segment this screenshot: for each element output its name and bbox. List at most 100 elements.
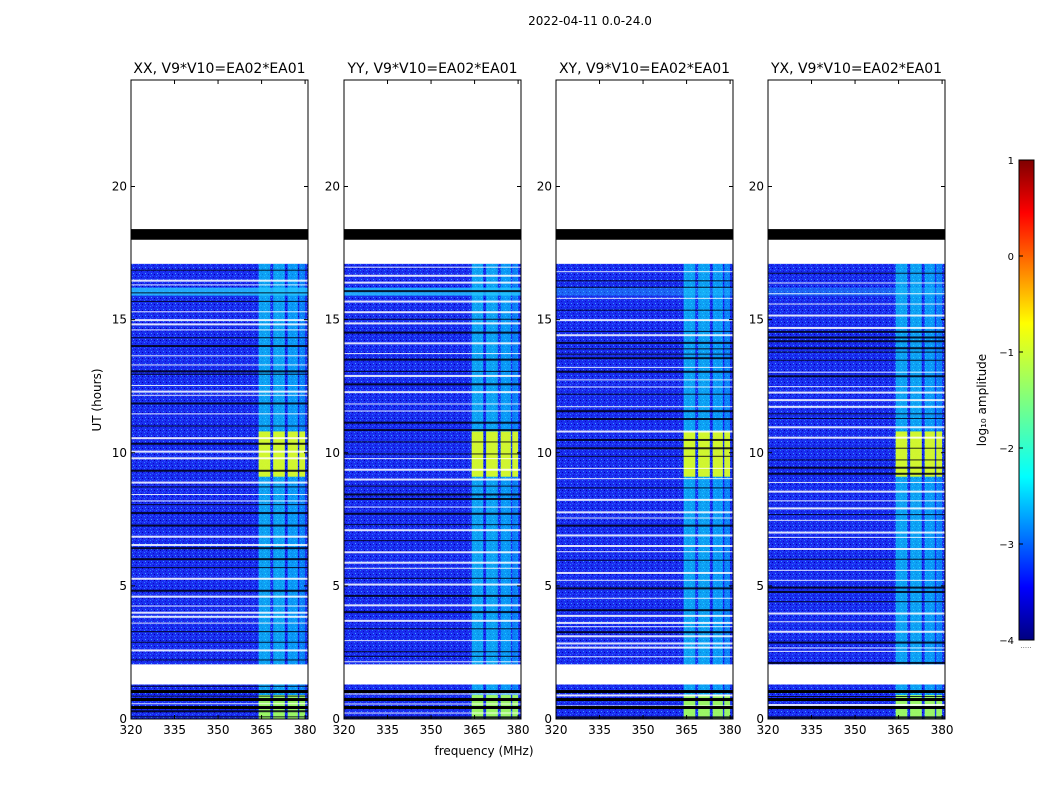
flag-line	[768, 282, 945, 284]
flag-line	[131, 615, 308, 618]
flag-line	[768, 330, 945, 333]
flag-line	[344, 651, 521, 653]
y-tick-label: 10	[112, 446, 127, 460]
flag-line	[344, 583, 521, 586]
colorbar-tick-label: −4	[999, 636, 1014, 647]
flag-line	[556, 694, 733, 697]
flag-line	[131, 641, 308, 643]
panel-title: YX, V9*V10=EA02*EA01	[770, 61, 942, 77]
flag-line	[344, 690, 521, 694]
flag-line	[768, 579, 945, 581]
flag-line	[768, 359, 945, 361]
flag-line	[131, 504, 308, 506]
flag-line	[768, 336, 945, 339]
flag-line	[131, 500, 308, 502]
flag-line	[131, 292, 308, 294]
x-tick-label: 350	[420, 723, 443, 737]
panel-yy: YY, V9*V10=EA02*EA01 320 335 350 365 380 0 5 10 1…	[325, 61, 530, 737]
rfi-burst	[258, 431, 271, 477]
flag-line	[556, 551, 733, 553]
flag-line	[768, 391, 945, 394]
x-tick-label: 380	[294, 723, 317, 737]
flag-line	[344, 611, 521, 614]
panel-title: XY, V9*V10=EA02*EA01	[559, 61, 730, 77]
flag-line	[131, 284, 308, 286]
flag-line	[556, 438, 733, 441]
flag-line	[131, 384, 308, 386]
axes-frame	[767, 79, 946, 720]
panel-xy: XY, V9*V10=EA02*EA01 320 335 350 365 380 0 5 10 1…	[537, 61, 742, 737]
rfi-burst	[698, 431, 710, 477]
flag-line	[768, 314, 945, 317]
flag-line	[131, 323, 308, 326]
flag-line	[768, 351, 945, 353]
flag-line	[556, 341, 733, 344]
axes-frame	[555, 79, 734, 720]
y-tick-label: 0	[119, 712, 127, 726]
flag-line	[556, 706, 733, 710]
flag-line	[344, 712, 521, 714]
flag-line	[556, 418, 733, 421]
flag-line	[131, 622, 308, 624]
flag-line	[131, 695, 308, 697]
flag-line	[556, 379, 733, 381]
flag-line	[131, 442, 308, 445]
y-tick-label: 20	[325, 180, 340, 194]
rfi-burst	[910, 431, 922, 477]
flag-line	[768, 536, 945, 538]
flag-line	[131, 512, 308, 515]
flag-line	[556, 370, 733, 373]
flag-line	[344, 353, 521, 355]
flag-line	[768, 647, 945, 649]
colorbar-tick-label: 1	[1008, 156, 1014, 167]
flag-line	[768, 447, 945, 449]
flag-line	[556, 366, 733, 368]
axes-frame	[130, 79, 309, 720]
flag-line	[768, 347, 945, 350]
flag-line	[131, 413, 308, 415]
flag-line	[344, 281, 521, 284]
flag-line	[131, 300, 308, 302]
rfi-burst	[936, 431, 943, 477]
flag-line	[556, 517, 733, 519]
flag-line	[768, 650, 945, 652]
colorbar-tick-label: 0	[1008, 252, 1014, 263]
flag-line	[344, 577, 521, 579]
x-tick-label: 380	[507, 723, 530, 737]
flag-line	[131, 659, 308, 661]
flag-line	[556, 656, 733, 658]
x-tick-label: 335	[376, 723, 399, 737]
flag-line	[344, 640, 521, 642]
flag-line	[344, 370, 521, 372]
flag-line	[768, 371, 945, 373]
flag-line	[556, 698, 733, 702]
flag-line	[131, 611, 308, 614]
flag-line	[131, 279, 308, 282]
flag-line	[344, 410, 521, 412]
flag-line	[768, 481, 945, 483]
flag-line	[131, 544, 308, 547]
flag-line	[556, 646, 733, 649]
flag-line	[556, 716, 733, 719]
flag-line	[768, 590, 945, 593]
flag-line	[344, 458, 521, 460]
y-tick-label: 5	[119, 579, 127, 593]
panel-xx: XX, V9*V10=EA02*EA01 320 335 350 365 380 0 5 10 1…	[112, 61, 317, 737]
flag-line	[768, 500, 945, 502]
flag-line	[131, 547, 308, 550]
flag-line	[768, 601, 945, 603]
flag-line	[768, 690, 945, 694]
flag-line	[556, 286, 733, 288]
flag-line	[344, 703, 521, 705]
rfi-burst	[299, 431, 306, 477]
flag-line	[768, 436, 945, 439]
y-tick-label: 0	[332, 712, 340, 726]
flag-line	[131, 558, 308, 561]
y-tick-label: 5	[332, 579, 340, 593]
flag-line	[556, 455, 733, 457]
flag-line	[768, 417, 945, 419]
flag-line	[344, 551, 521, 554]
flag-line	[131, 402, 308, 405]
flag-line	[556, 271, 733, 273]
flag-line	[131, 567, 308, 569]
